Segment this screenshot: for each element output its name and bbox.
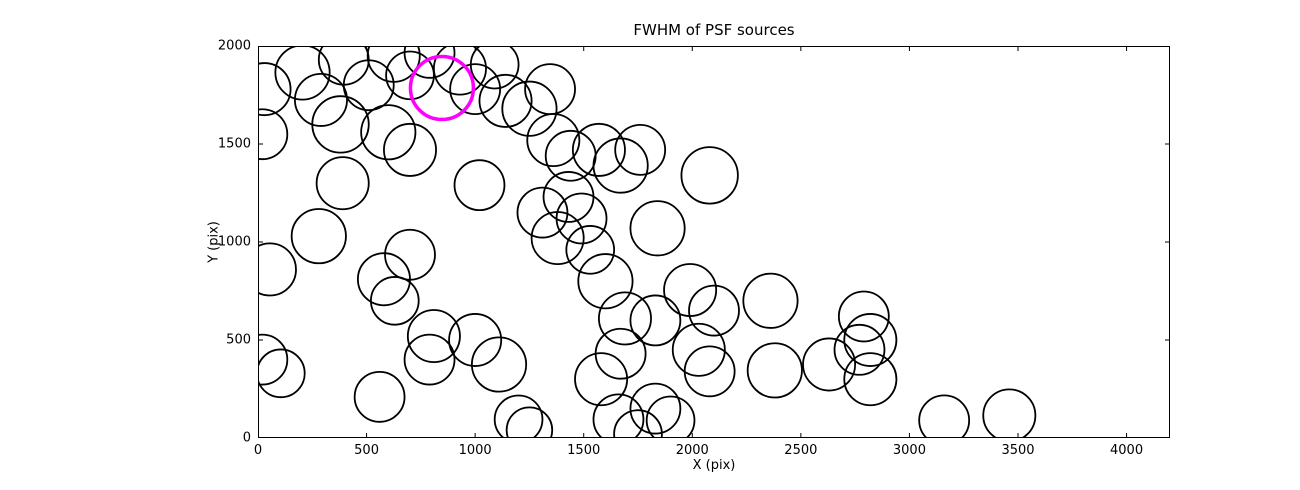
x-tick-label: 0 — [253, 443, 263, 458]
x-tick-label: 4000 — [1110, 443, 1144, 458]
psf-circle — [555, 192, 608, 245]
psf-circle — [470, 336, 528, 393]
psf-circle — [833, 323, 886, 376]
x-tick-label: 500 — [354, 443, 379, 458]
psf-circle — [683, 345, 736, 398]
psf-circle — [516, 186, 569, 239]
psf-circle — [258, 108, 289, 161]
highlighted-psf-circle — [408, 54, 476, 122]
psf-circle — [598, 291, 652, 346]
plot-title: FWHM of PSF sources — [633, 21, 795, 39]
x-tick-label: 1500 — [567, 443, 601, 458]
x-tick-label: 2000 — [675, 443, 709, 458]
psf-circle — [565, 225, 616, 275]
psf-circle — [571, 122, 626, 177]
psf-circle — [526, 113, 581, 168]
psf-circle — [360, 104, 417, 161]
psf-circle — [629, 200, 686, 257]
y-tick-label: 1000 — [217, 234, 251, 250]
plot-area — [258, 46, 1170, 438]
psf-circle — [629, 294, 682, 347]
psf-circle — [311, 95, 370, 154]
psf-circle — [505, 406, 554, 438]
psf-circle — [315, 156, 370, 211]
psf-circle — [453, 159, 506, 212]
psf-circle — [478, 73, 533, 128]
psf-circle — [837, 290, 890, 343]
x-tick-label: 1000 — [458, 443, 492, 458]
psf-circle — [843, 352, 898, 407]
psf-circle — [403, 46, 456, 79]
psf-circle — [918, 394, 971, 438]
psf-circle — [746, 342, 803, 399]
psf-circle — [592, 137, 649, 194]
psf-circle — [524, 63, 576, 115]
psf-circle — [592, 393, 645, 438]
psf-circle — [802, 337, 857, 392]
y-tick-label: 500 — [226, 332, 251, 348]
psf-circle — [432, 46, 487, 96]
psf-circle — [469, 46, 520, 90]
psf-circle — [614, 124, 667, 176]
x-tick-label: 3000 — [892, 443, 926, 458]
psf-circle — [629, 382, 682, 435]
psf-circle — [406, 309, 461, 364]
psf-circle — [258, 62, 292, 117]
psf-circle — [594, 327, 647, 380]
y-tick-label: 2000 — [217, 38, 251, 54]
x-tick-label: 2500 — [784, 443, 818, 458]
psf-circle — [366, 46, 421, 83]
psf-circle — [258, 348, 306, 399]
psf-circle — [294, 72, 348, 127]
y-tick-label: 1500 — [217, 136, 251, 152]
x-tick-label: 3500 — [1001, 443, 1035, 458]
psf-circle — [613, 409, 663, 438]
psf-circle — [370, 276, 420, 326]
psf-circle — [449, 63, 502, 115]
psf-circle — [384, 228, 436, 281]
psf-circle — [403, 333, 456, 386]
psf-circle — [688, 284, 740, 337]
axes-frame — [258, 46, 1170, 438]
psf-circle — [353, 370, 406, 423]
psf-circle — [645, 395, 696, 438]
psf-circle — [258, 333, 289, 386]
psf-circle — [493, 394, 544, 438]
psf-circle — [448, 313, 503, 367]
psf-circle — [982, 388, 1037, 438]
psf-circle — [680, 146, 739, 205]
psf-circle — [274, 46, 331, 101]
psf-circle — [258, 242, 297, 297]
psf-circle — [574, 352, 629, 407]
x-axis-label: X (pix) — [692, 458, 736, 473]
psf-circle — [742, 272, 799, 329]
psf-circle — [342, 59, 395, 112]
psf-circle — [290, 208, 347, 265]
psf-circle — [663, 263, 718, 317]
psf-circle — [671, 322, 726, 377]
y-tick-label: 0 — [242, 430, 251, 446]
psf-circle — [577, 253, 634, 310]
psf-circle — [501, 80, 558, 137]
psf-circle — [843, 313, 898, 367]
psf-circle — [383, 122, 437, 177]
